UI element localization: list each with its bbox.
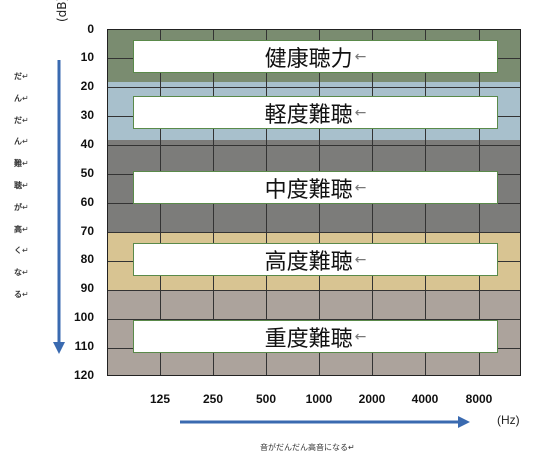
x-tick-label: 1000 <box>305 392 333 406</box>
x-tick-label: 500 <box>255 392 277 406</box>
level-label-normal: 健康聴力 ← <box>133 40 498 73</box>
y-tick-label: 40 <box>80 137 94 151</box>
arrow-left-icon: ← <box>354 179 367 196</box>
grid-line <box>108 232 520 233</box>
grid-line <box>108 290 520 291</box>
x-tick-label: 2000 <box>358 392 386 406</box>
horizontal-arrow <box>180 416 470 428</box>
vcap-char: が↵ <box>14 202 29 212</box>
vcap-char: だ↵ <box>14 115 29 125</box>
y-tick-label: 100 <box>73 310 94 324</box>
y-tick-label: 0 <box>87 22 94 36</box>
vcap-char: 高↵ <box>14 224 29 234</box>
grid-line <box>108 145 520 146</box>
level-label-profound: 重度難聴 ← <box>133 320 498 353</box>
x-tick-label: 8000 <box>465 392 493 406</box>
level-label-mild: 軽度難聴 ← <box>133 96 498 129</box>
vcap-char: ん↵ <box>14 93 29 103</box>
arrow-left-icon: ← <box>354 48 367 65</box>
y-tick-label: 80 <box>80 252 94 266</box>
arrow-left-icon: ← <box>354 251 367 268</box>
y-axis-unit: (dB) <box>55 0 69 22</box>
vertical-arrow <box>53 60 65 354</box>
vcap-char: 難↵ <box>14 159 29 169</box>
vcap-char: く↵ <box>14 246 29 256</box>
level-label-severe: 高度難聴 ← <box>133 243 498 276</box>
audiogram-plot: 健康聴力 ← 軽度難聴 ← 中度難聴 ← 高度難聴 ← 重度難聴 ← <box>107 29 521 376</box>
vcap-char: ん↵ <box>14 137 29 147</box>
vcap-char: 聴↵ <box>14 180 29 190</box>
x-tick-label: 125 <box>149 392 171 406</box>
y-tick-label: 30 <box>80 108 94 122</box>
vcap-char: な↵ <box>14 268 29 278</box>
y-tick-label: 10 <box>80 50 94 64</box>
y-tick-label: 50 <box>80 166 94 180</box>
arrow-left-icon: ← <box>354 328 367 345</box>
y-tick-label: 70 <box>80 224 94 238</box>
y-tick-label: 20 <box>80 79 94 93</box>
x-axis-unit: (Hz) <box>497 413 520 427</box>
x-tick-label: 4000 <box>411 392 439 406</box>
vcap-char: だ↵ <box>14 72 29 81</box>
x-tick-label: 250 <box>202 392 224 406</box>
arrow-left-icon: ← <box>354 104 367 121</box>
y-tick-label: 60 <box>80 195 94 209</box>
horizontal-caption: 音がだんだん高音になる↵ <box>260 443 355 452</box>
vertical-caption: だ↵ ん↵ だ↵ ん↵ 難↵ 聴↵ が↵ 高↵ く↵ な↵ る↵ <box>14 66 38 306</box>
grid-line <box>108 319 520 320</box>
y-tick-label: 120 <box>73 368 94 382</box>
y-tick-label: 110 <box>74 339 94 353</box>
vcap-char: る↵ <box>14 289 29 299</box>
grid-line <box>108 87 520 88</box>
y-tick-label: 90 <box>80 281 94 295</box>
level-label-moderate: 中度難聴 ← <box>133 171 498 204</box>
